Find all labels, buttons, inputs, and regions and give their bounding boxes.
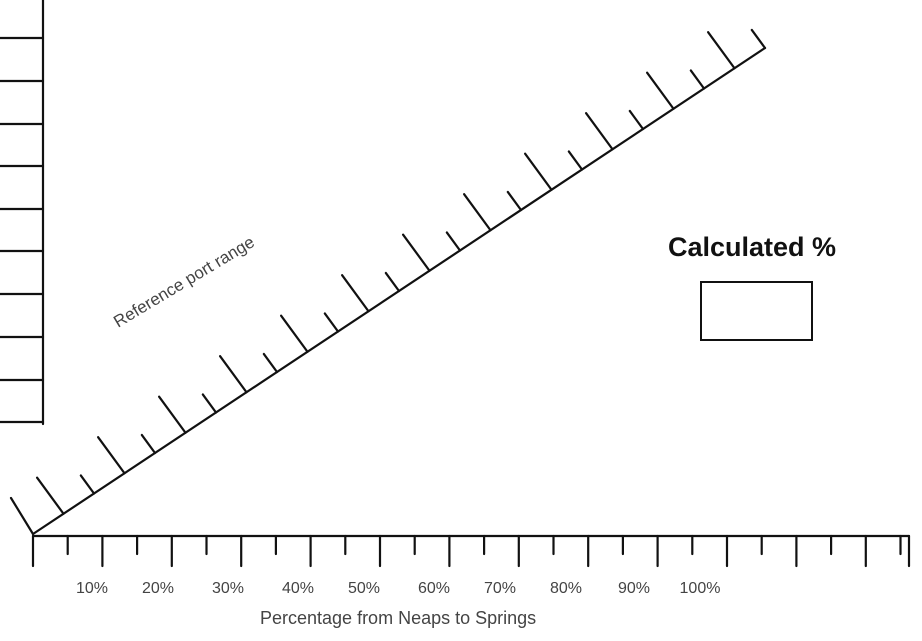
ruler-tick-14 [445, 231, 462, 252]
ruler-tick-10 [323, 312, 340, 333]
x-axis-label-7: 70% [484, 580, 516, 597]
ruler-tick-21 [645, 71, 675, 110]
ruler-tick-3 [96, 436, 126, 475]
calculated-percent-label: Calculated % [668, 232, 837, 262]
ruler-tick-19 [584, 112, 614, 151]
x-axis-title: Percentage from Neaps to Springs [260, 608, 537, 628]
x-axis-label-9: 90% [618, 580, 650, 597]
ruler-tick-23 [706, 31, 736, 70]
ruler-tick-18 [567, 150, 584, 171]
ruler-tick-9 [280, 314, 309, 353]
x-axis-label-2: 20% [142, 580, 174, 597]
x-axis-label-10: 100% [680, 580, 721, 597]
ruler-tick-15 [463, 193, 492, 232]
ruler-tick-2 [79, 474, 96, 495]
ruler-tick-8 [262, 352, 279, 374]
percentage-axis: 10% 20% 30% 40% 50% 60% 70% 80% 90% 100% [31, 534, 911, 597]
ruler-tick-1 [35, 476, 65, 515]
ruler-tick-17 [523, 152, 553, 191]
ruler-tick-22 [689, 69, 706, 90]
calculated-percent-box[interactable] [700, 281, 813, 341]
ruler-tick-7 [219, 355, 248, 394]
x-axis-label-1: 10% [76, 580, 108, 597]
ruler-tick-11 [341, 274, 370, 313]
x-axis-label-3: 30% [212, 580, 244, 597]
x-axis-label-8: 80% [550, 580, 582, 597]
ruler-tick-24 [750, 28, 767, 50]
ruler-tick-6 [201, 393, 218, 414]
ruler-tick-5 [158, 395, 187, 434]
ruler-tick-13 [402, 233, 431, 272]
reference-port-ruler [9, 28, 767, 536]
ruler-tick-12 [384, 271, 401, 293]
ruler-tick-4 [140, 433, 157, 455]
ruler-tick-0 [9, 496, 35, 536]
left-scale [0, 0, 45, 426]
x-axis-label-6: 60% [418, 580, 450, 597]
ruler-tick-20 [628, 109, 645, 131]
x-axis-label-4: 40% [282, 580, 314, 597]
ruler-tick-16 [506, 190, 523, 212]
x-axis-label-5: 50% [348, 580, 380, 597]
reference-port-range-label: Reference port range [110, 232, 257, 331]
